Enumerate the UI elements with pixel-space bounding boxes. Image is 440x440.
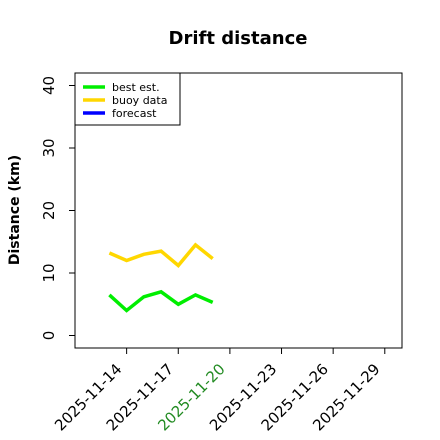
y-tick-label: 0 [40, 331, 58, 341]
series-layer [108, 242, 214, 313]
y-tick-label: 20 [40, 201, 58, 220]
y-axis-label: Distance (km) [7, 155, 23, 265]
legend-label: buoy data [112, 94, 167, 107]
series-line-0 [108, 289, 214, 313]
y-axis: 0 10 20 30 40 [40, 76, 75, 340]
y-tick-label: 10 [40, 263, 58, 282]
legend-label: forecast [112, 107, 157, 120]
series-line-1 [108, 242, 214, 268]
chart-title: Drift distance [169, 28, 308, 49]
legend-label: best est. [112, 81, 160, 94]
y-tick-label: 40 [40, 76, 58, 95]
x-axis: 2025-11-142025-11-172025-11-202025-11-23… [51, 348, 386, 434]
y-tick-label: 30 [40, 138, 58, 157]
